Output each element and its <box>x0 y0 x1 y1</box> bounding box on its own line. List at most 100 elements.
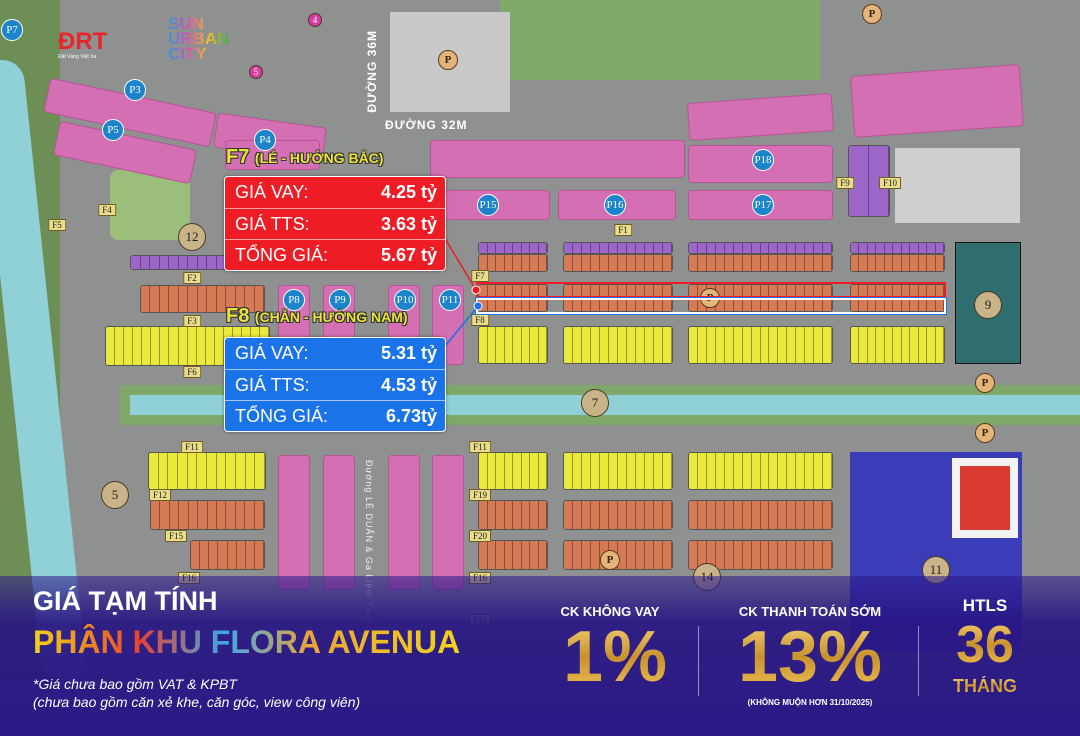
lot <box>504 255 513 271</box>
lot <box>742 501 752 529</box>
lot <box>591 453 600 489</box>
lot <box>609 327 618 363</box>
lot <box>645 255 654 271</box>
lot <box>513 453 522 489</box>
lot <box>910 243 919 253</box>
parking-icon: P <box>975 373 995 393</box>
promo-note-exclusions: (chưa bao gồm căn xẻ khe, căn góc, view … <box>33 694 361 710</box>
lot-row <box>478 242 548 254</box>
lot <box>150 256 160 269</box>
lot <box>760 327 770 363</box>
lot <box>196 327 206 365</box>
lot <box>169 501 180 529</box>
lot-row <box>478 540 548 570</box>
lot <box>796 453 806 489</box>
lot <box>200 541 210 569</box>
lot <box>226 453 237 489</box>
lot <box>742 541 752 569</box>
divider <box>918 626 919 696</box>
lot <box>663 453 672 489</box>
lot <box>582 255 591 271</box>
lot <box>787 453 797 489</box>
f7-price-card: GIÁ VAY: 4.25 tỷ GIÁ TTS: 3.63 tỷ TỔNG GIÁ… <box>224 176 446 271</box>
lot <box>564 243 573 253</box>
lot <box>823 501 832 529</box>
lot <box>179 501 189 529</box>
lot <box>227 541 237 569</box>
lot <box>207 256 217 269</box>
lot <box>706 501 716 529</box>
lot <box>504 243 513 253</box>
lot <box>530 541 539 569</box>
lot-row <box>563 452 673 490</box>
lot <box>191 541 201 569</box>
lot-row <box>478 452 548 490</box>
lot <box>706 541 716 569</box>
lot <box>513 501 522 529</box>
lot <box>169 286 179 312</box>
lot <box>187 453 198 489</box>
lot <box>245 501 255 529</box>
f7-row-total: TỔNG GIÁ: 5.67 tỷ <box>225 239 445 270</box>
f8-row-loan: GIÁ VAY: 5.31 tỷ <box>235 343 437 363</box>
lot <box>254 541 264 569</box>
lot <box>188 286 198 312</box>
lot <box>814 243 824 253</box>
lot <box>823 327 832 363</box>
lot <box>689 255 698 271</box>
lot <box>530 501 539 529</box>
lot <box>769 243 779 253</box>
lot <box>760 255 770 271</box>
lot <box>689 501 698 529</box>
lot <box>591 541 600 569</box>
lot-row <box>688 326 833 364</box>
lot <box>910 255 919 271</box>
lot <box>618 453 627 489</box>
lot <box>724 501 734 529</box>
lot <box>778 327 788 363</box>
ck-no-loan-value: 1% <box>560 618 670 696</box>
lot <box>751 453 761 489</box>
lot <box>209 541 219 569</box>
lot <box>582 243 591 253</box>
lot <box>627 327 636 363</box>
lot-row <box>563 500 673 530</box>
lot <box>245 453 256 489</box>
lot <box>178 327 188 365</box>
block-label: F12 <box>148 489 172 501</box>
lot <box>513 541 522 569</box>
lot <box>724 327 734 363</box>
lot <box>487 243 496 253</box>
lot <box>918 327 928 363</box>
lot <box>927 243 936 253</box>
lot <box>140 256 150 269</box>
lot <box>564 541 573 569</box>
lot <box>207 501 217 529</box>
lot <box>893 243 902 253</box>
lot <box>645 453 654 489</box>
lot <box>769 453 779 489</box>
f7-pin <box>471 285 481 295</box>
lot <box>645 243 654 253</box>
empty-lot <box>895 148 1020 223</box>
lot <box>715 453 725 489</box>
lot <box>600 255 609 271</box>
block-label: F11 <box>181 441 203 453</box>
lot <box>487 255 496 271</box>
f7-row-tts: GIÁ TTS: 3.63 tỷ <box>225 208 445 239</box>
lot <box>778 243 788 253</box>
lot <box>689 327 698 363</box>
ck-early-value: 13% <box>725 618 895 696</box>
lot <box>609 453 618 489</box>
lot <box>496 255 505 271</box>
lot <box>918 255 928 271</box>
lot <box>867 327 877 363</box>
lot <box>479 243 488 253</box>
lot <box>796 327 806 363</box>
pink-block <box>430 140 685 178</box>
lot <box>769 541 779 569</box>
lot <box>733 453 743 489</box>
lot <box>591 327 600 363</box>
block-label: F8 <box>471 314 489 326</box>
lot <box>654 453 663 489</box>
